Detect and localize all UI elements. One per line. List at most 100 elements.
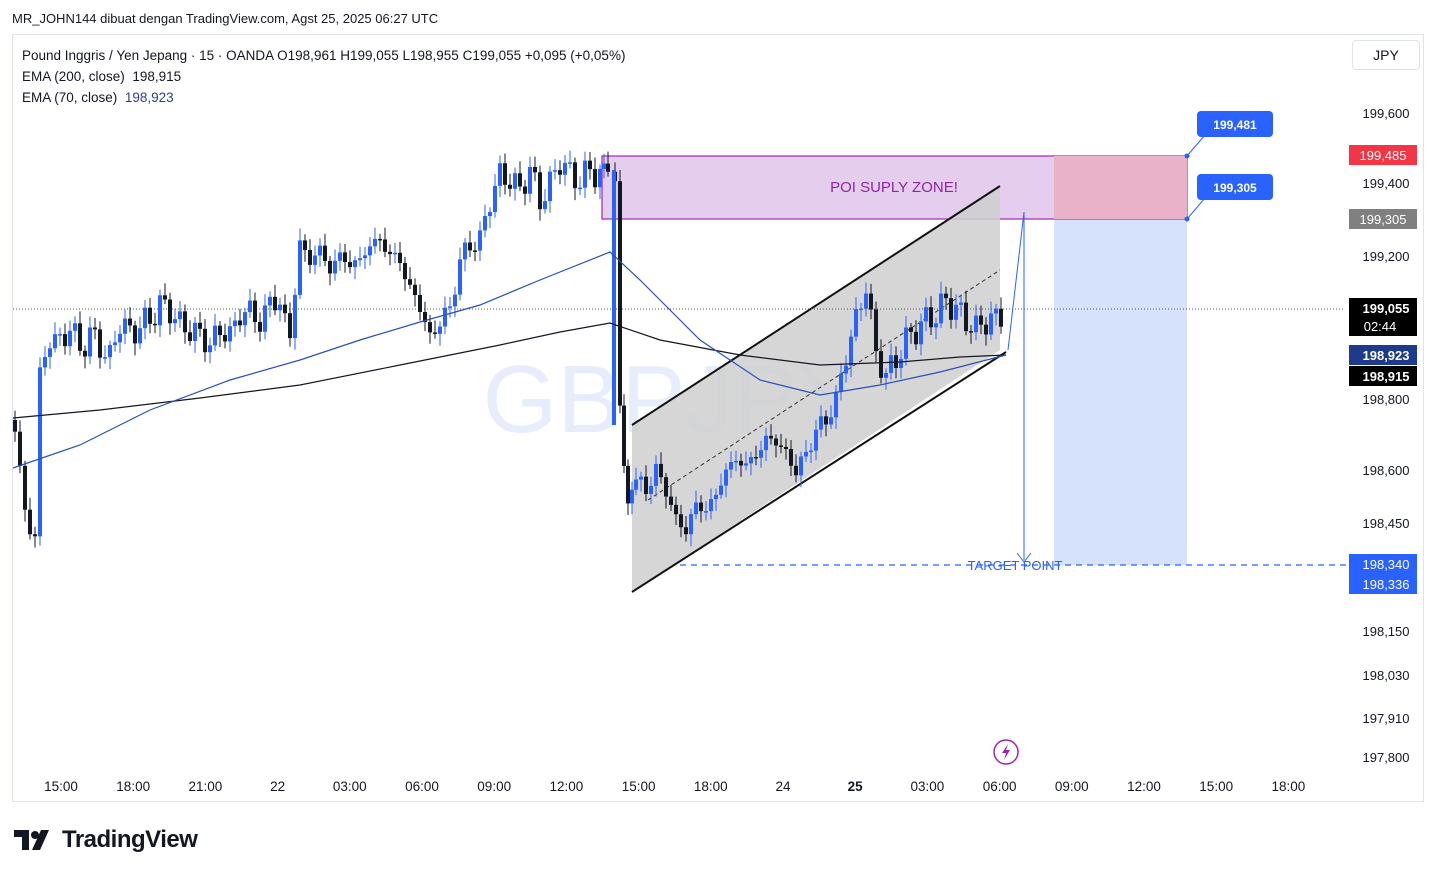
currency-button[interactable]: JPY [1352, 40, 1420, 70]
legend-ema200-value: 198,915 [132, 69, 182, 84]
candle-body [729, 462, 733, 470]
candle-body [669, 496, 673, 505]
candle-body [98, 329, 102, 358]
candle-body [413, 284, 417, 296]
candle-body [318, 245, 322, 256]
candle-body [133, 325, 137, 344]
candle-body [994, 308, 998, 314]
candle-body [804, 451, 808, 457]
candle-body [944, 293, 948, 299]
candle-body [834, 391, 838, 418]
candle-body [503, 163, 507, 185]
candle-body [48, 348, 52, 357]
candle-body [754, 456, 758, 459]
callout-top-box[interactable] [1197, 111, 1273, 137]
candle-body [18, 431, 22, 466]
ema70-line[interactable] [12, 251, 1007, 469]
candle-body [664, 477, 668, 497]
candle-body [593, 169, 597, 188]
candle-body [824, 416, 828, 425]
x-tick-label: 12:00 [1127, 779, 1161, 794]
candle-body [138, 328, 142, 344]
candle-body [563, 162, 567, 175]
legend-ema200: EMA (200, close) 198,915 [22, 66, 625, 87]
candle-body [328, 260, 332, 274]
candle-body [308, 249, 312, 265]
candle-body [223, 335, 227, 342]
candle-body [303, 240, 307, 250]
y-tick-label: 198,150 [1363, 624, 1410, 639]
target-label: TARGET POINT [968, 558, 1063, 573]
candle-body [684, 527, 688, 535]
candle-body [578, 187, 582, 190]
candle-body [493, 185, 497, 212]
candle-body [854, 309, 858, 337]
callout-bottom-anchor [1184, 216, 1190, 222]
candle-body [583, 160, 587, 188]
x-tick-label: 12:00 [550, 779, 584, 794]
candle-body [714, 494, 718, 500]
candle-body [128, 318, 132, 326]
candle-body [538, 172, 542, 210]
candle-body [639, 476, 643, 480]
callout-top-leader [1186, 134, 1206, 157]
candle-body [148, 307, 152, 324]
candle-body [699, 502, 703, 512]
legend-ema70-value: 198,923 [124, 90, 174, 105]
x-tick-label: 24 [775, 779, 791, 794]
candle-body [969, 331, 973, 333]
candle-body [819, 416, 823, 430]
candle-body [408, 279, 412, 285]
channel-lower-line[interactable] [631, 351, 1007, 593]
candle-body [348, 262, 352, 268]
candle-body [634, 479, 638, 490]
candle-body [622, 405, 626, 466]
candle-body [383, 239, 387, 252]
candle-body [443, 307, 447, 327]
lightning-icon[interactable] [993, 739, 1019, 765]
candle-body [784, 446, 788, 450]
x-tick-label: 22 [270, 779, 285, 794]
candle-body [719, 485, 723, 495]
candle-body [984, 324, 988, 335]
candle-body [954, 304, 958, 320]
candle-body [724, 469, 728, 486]
candle-body [528, 166, 532, 194]
candle-body [158, 295, 162, 326]
callout-top-text: 199,481 [1213, 118, 1257, 132]
candle-body [679, 514, 683, 528]
y-tick-label: 197,910 [1363, 711, 1410, 726]
candle-body [573, 162, 577, 189]
target-zone[interactable] [1054, 219, 1187, 565]
y-tick-label: 198,450 [1363, 516, 1410, 531]
candle-body [734, 460, 738, 463]
candle-body [338, 252, 342, 261]
legend-ema70-label: EMA (70, close) [22, 90, 118, 105]
candle-body [123, 318, 127, 334]
ema200-line[interactable] [12, 322, 1007, 419]
candle-body [598, 168, 602, 188]
publisher-line: MR_JOHN144 dibuat dengan TradingView.com… [12, 11, 439, 26]
candle-body [513, 173, 517, 189]
candle-body [423, 311, 427, 323]
x-axis[interactable]: 15:00 18:00 21:00 22 03:00 06:00 09:00 12:00 15:… [44, 779, 1305, 794]
candle-body [694, 502, 698, 515]
y-axis[interactable]: 199,600 199,400 199,200 198,800 198,600 198,4… [1363, 106, 1410, 765]
candle-body [393, 252, 397, 255]
candle-body [433, 332, 437, 334]
tradingview-logo[interactable]: TradingView [14, 826, 198, 854]
chart-frame [12, 34, 1424, 802]
candle-body [418, 295, 422, 312]
chart-legend[interactable]: Pound Inggris / Yen Jepang · 15 · OANDA … [22, 45, 625, 108]
candle-body [568, 162, 572, 164]
candle-body [88, 327, 92, 357]
candle-body [774, 438, 778, 446]
candle-body [208, 345, 212, 353]
y-tick-label: 199,600 [1363, 106, 1410, 121]
channel-upper-line[interactable] [631, 185, 1001, 426]
callout-bottom-box[interactable] [1197, 174, 1273, 200]
candle-body [153, 323, 157, 326]
candle-body [368, 246, 372, 256]
x-tick-label: 25 [848, 779, 864, 794]
